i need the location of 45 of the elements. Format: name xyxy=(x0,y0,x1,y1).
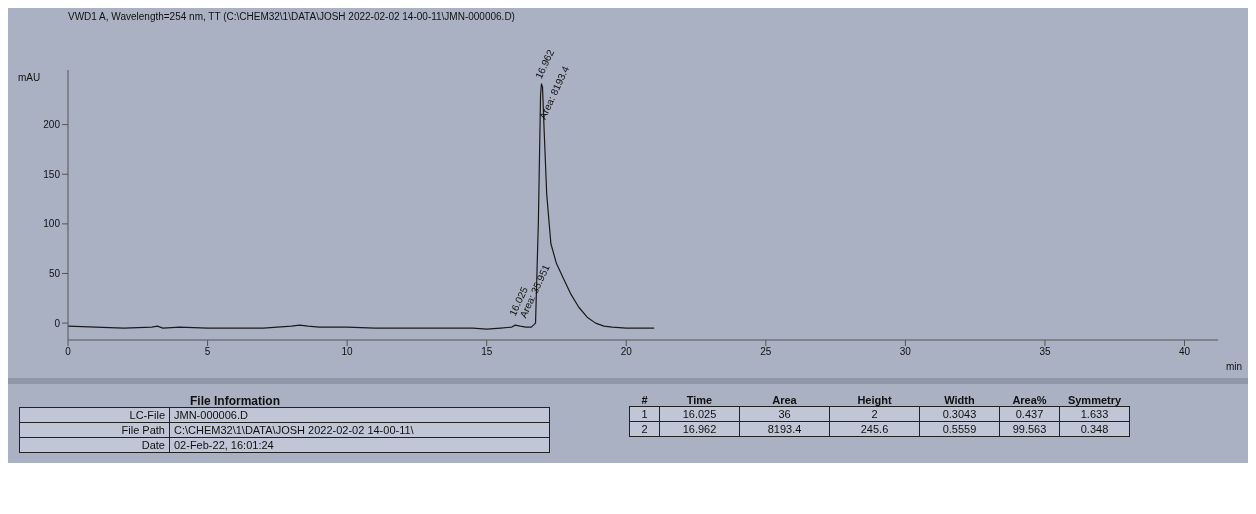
x-tick-label: 40 xyxy=(1178,346,1191,358)
text: File Path xyxy=(19,422,170,438)
y-tick-label: 150 xyxy=(43,168,61,180)
text: 99.563 xyxy=(999,421,1060,437)
x-axis-title: min xyxy=(1225,361,1242,372)
text: JMN-000006.D xyxy=(169,407,550,423)
x-tick-label: 10 xyxy=(341,346,354,358)
text: 0.437 xyxy=(999,406,1060,422)
x-tick-label: 0 xyxy=(65,346,72,358)
text: 0.3043 xyxy=(919,406,1000,422)
text: Area% xyxy=(1011,393,1048,407)
text: 2 xyxy=(629,421,660,437)
y-tick-label: 0 xyxy=(54,317,61,329)
text: 1 xyxy=(629,406,660,422)
text: 36 xyxy=(739,406,830,422)
text: Area xyxy=(771,393,798,407)
text: 2 xyxy=(829,406,920,422)
x-tick-label: 35 xyxy=(1039,346,1051,358)
x-tick-label: 20 xyxy=(620,346,633,358)
x-tick-label: 25 xyxy=(760,346,772,358)
text: 0.348 xyxy=(1059,421,1130,437)
y-tick-label: 200 xyxy=(43,119,61,131)
x-tick-label: 15 xyxy=(481,346,493,358)
text: 16.025 xyxy=(659,406,740,422)
text: 1.633 xyxy=(1059,406,1130,422)
text: 8193.4 xyxy=(739,421,830,437)
y-tick-label: 100 xyxy=(43,218,61,230)
text: 16.962 xyxy=(659,421,740,437)
text: Width xyxy=(943,393,976,407)
text: LC-File xyxy=(19,407,170,423)
text: 02-Feb-22, 16:01:24 xyxy=(169,437,550,453)
x-tick-label: 30 xyxy=(899,346,912,358)
text: Date xyxy=(19,437,170,453)
text: Height xyxy=(856,393,893,407)
x-tick-label: 5 xyxy=(204,346,211,358)
chart-title: VWD1 A, Wavelength=254 nm, TT (C:\CHEM32\1\DATA\JOSH 2022-02-02 14-00-11\JMN-000006.D) xyxy=(67,10,516,24)
text: # xyxy=(640,393,649,407)
y-tick-label: 50 xyxy=(48,268,61,280)
text: C:\CHEM32\1\DATA\JOSH 2022-02-02 14-00-11\ xyxy=(169,422,550,438)
y-axis-title: mAU xyxy=(18,72,41,84)
text: 245.6 xyxy=(829,421,920,437)
text: 0.5559 xyxy=(919,421,1000,437)
text: File Information xyxy=(189,394,281,408)
text: Time xyxy=(685,393,714,407)
text: Symmetry xyxy=(1066,393,1123,407)
